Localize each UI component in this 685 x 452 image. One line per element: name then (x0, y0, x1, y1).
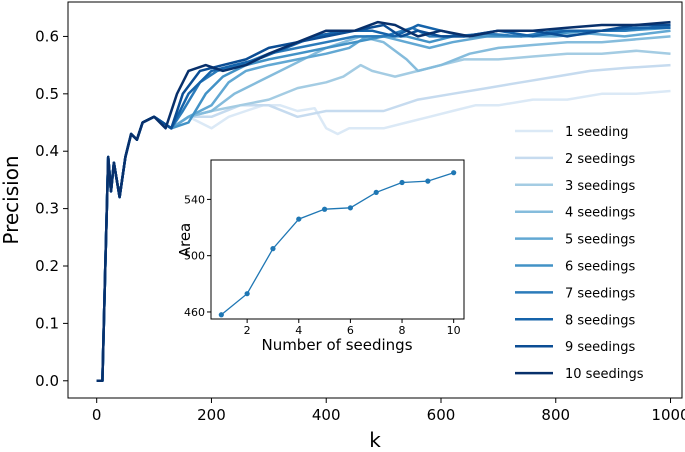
inset-series-group (218, 170, 457, 318)
legend-label: 5 seedings (565, 233, 636, 248)
inset-point (270, 246, 276, 252)
inset-x-tick-label: 6 (347, 324, 354, 337)
legend-label: 4 seedings (565, 206, 636, 221)
inset-point (347, 205, 354, 211)
x-tick-label: 400 (312, 406, 341, 424)
main-y-ticks: 0.0 0.1 0.2 0.3 0.4 0.5 0.6 (35, 27, 68, 390)
inset-chart: 2 4 6 8 10 460 500 540 Number of seedings Area (176, 159, 465, 354)
legend-label: 1 seeding (565, 125, 629, 140)
inset-point (451, 170, 457, 176)
main-x-ticks: 0 200 400 600 800 1000 (92, 398, 685, 424)
inset-x-tick-label: 2 (244, 324, 251, 337)
inset-x-axis-label: Number of seedings (261, 336, 412, 354)
y-tick-label: 0.1 (35, 314, 59, 332)
y-tick-label: 0.6 (35, 27, 59, 45)
legend-label: 3 seedings (565, 179, 636, 194)
x-tick-label: 600 (427, 406, 456, 424)
inset-x-tick-label: 4 (295, 324, 302, 337)
legend-label: 9 seedings (565, 340, 636, 355)
inset-point (321, 206, 328, 212)
y-tick-label: 0.4 (35, 142, 59, 160)
main-x-axis-label: k (369, 428, 381, 452)
inset-x-tick-label: 10 (447, 324, 461, 337)
legend-label: 8 seedings (565, 313, 636, 328)
inset-point (399, 179, 405, 186)
inset-point (244, 291, 250, 297)
y-tick-label: 0.5 (35, 85, 59, 103)
legend-label: 10 seedings (565, 367, 644, 382)
inset-line (220, 172, 454, 316)
inset-y-axis-label: Area (176, 223, 194, 258)
y-tick-label: 0.3 (35, 200, 59, 218)
inset-point (425, 178, 431, 184)
legend-label: 6 seedings (565, 260, 636, 275)
inset-y-ticks: 460 500 540 (184, 193, 211, 319)
main-y-axis-label: Precision (0, 155, 23, 244)
inset-y-tick-label: 460 (184, 306, 205, 319)
inset-plot-frame (210, 159, 465, 320)
main-plot-frame (67, 1, 683, 399)
inset-background (211, 160, 464, 319)
main-series-group (96, 20, 671, 383)
inset-y-tick-label: 540 (184, 193, 205, 206)
series-line-10 (96, 20, 671, 383)
inset-x-ticks: 2 4 6 8 10 (244, 319, 461, 337)
x-tick-label: 0 (92, 406, 102, 424)
y-tick-label: 0.0 (35, 372, 59, 390)
inset-point (296, 216, 302, 222)
x-tick-label: 200 (197, 406, 226, 424)
legend: 1 seeding 2 seedings 3 seedings 4 seedings 5… (515, 125, 644, 382)
legend-label: 2 seedings (565, 152, 636, 167)
inset-y-tick-label: 500 (184, 250, 205, 263)
x-tick-label: 800 (541, 406, 570, 424)
inset-point (373, 189, 379, 195)
y-tick-label: 0.2 (35, 257, 59, 275)
inset-point (218, 312, 224, 318)
inset-x-tick-label: 8 (399, 324, 406, 337)
legend-label: 7 seedings (565, 286, 636, 301)
x-tick-label: 1000 (651, 406, 685, 424)
